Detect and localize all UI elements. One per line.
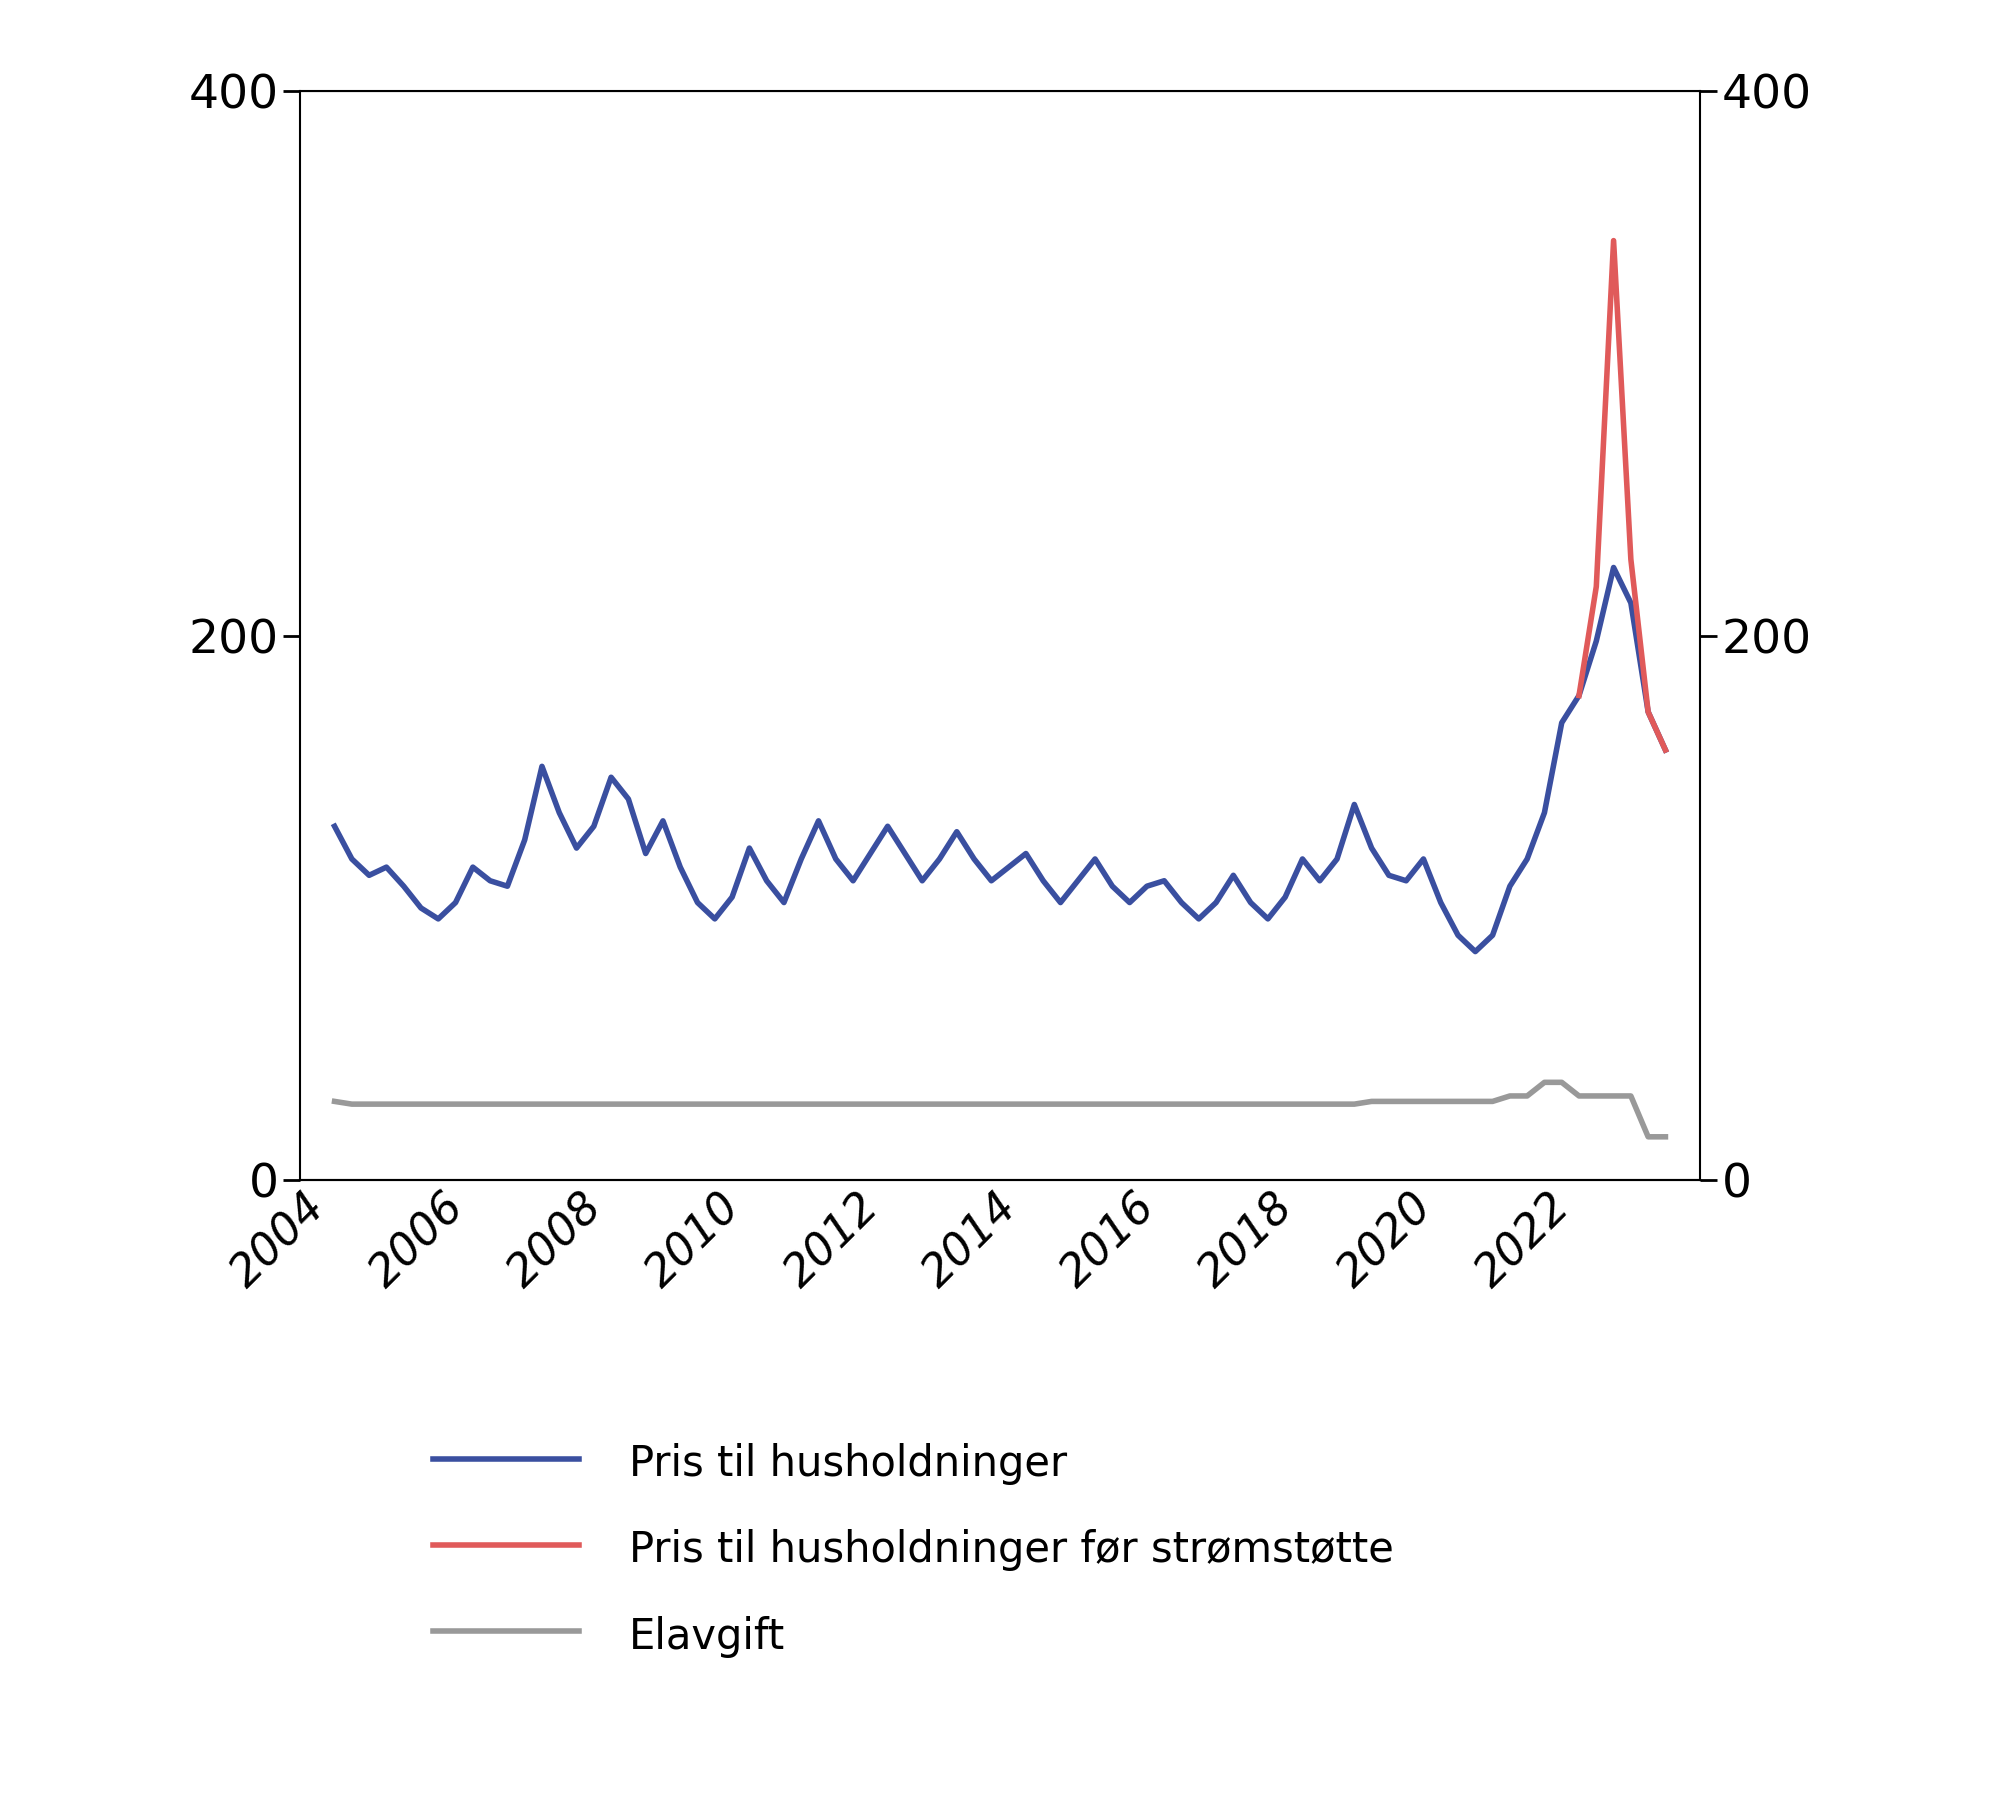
Elavgift — [322, 1090, 346, 1111]
Line: Pris til husholdninger: Pris til husholdninger — [334, 567, 1666, 952]
Elavgift — [996, 1093, 1020, 1115]
Pris til husholdninger — [548, 803, 572, 824]
Pris til husholdninger — [892, 843, 916, 864]
Pris til husholdninger — [1602, 556, 1626, 577]
Elavgift — [408, 1093, 432, 1115]
Elavgift — [1532, 1071, 1556, 1093]
Elavgift — [548, 1093, 572, 1115]
Elavgift — [1274, 1093, 1298, 1115]
Elavgift — [754, 1093, 778, 1115]
Pris til husholdninger — [1654, 739, 1678, 761]
Pris til husholdninger — [408, 897, 432, 919]
Elavgift — [892, 1093, 916, 1115]
Pris til husholdninger — [754, 870, 778, 892]
Pris til husholdninger — [322, 815, 346, 837]
Pris til husholdninger — [996, 857, 1020, 879]
Elavgift — [1636, 1126, 1660, 1148]
Elavgift — [1654, 1126, 1678, 1148]
Pris til husholdninger — [1464, 941, 1488, 962]
Pris til husholdninger — [1274, 886, 1298, 908]
Pris til husholdninger før strømstøtte — [1654, 739, 1678, 761]
Line: Pris til husholdninger før strømstøtte: Pris til husholdninger før strømstøtte — [1580, 242, 1666, 750]
Line: Elavgift: Elavgift — [334, 1082, 1666, 1137]
Legend: Pris til husholdninger, Pris til husholdninger før strømstøtte, Elavgift: Pris til husholdninger, Pris til hushold… — [432, 1440, 1394, 1658]
